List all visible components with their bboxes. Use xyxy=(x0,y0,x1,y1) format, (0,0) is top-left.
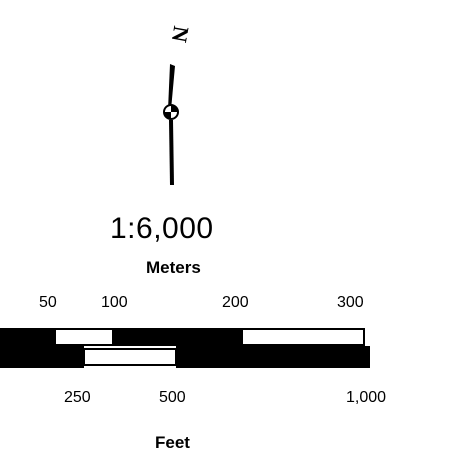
south-needle xyxy=(169,120,174,185)
scale-bar xyxy=(0,328,370,368)
north-arrow-icon: N xyxy=(163,24,194,185)
meters-tick-label: 100 xyxy=(101,294,128,311)
meters-tick-label: 200 xyxy=(222,294,249,311)
compass-rose xyxy=(163,104,179,120)
meters-unit-label: Meters xyxy=(146,258,201,277)
scale-ratio: 1:6,000 xyxy=(110,212,214,245)
feet-scale-bar xyxy=(0,346,370,368)
feet-tick-label: 500 xyxy=(159,389,186,406)
meters-tick-label: 300 xyxy=(337,294,364,311)
north-letter: N xyxy=(167,24,194,44)
feet-unit-label: Feet xyxy=(155,433,190,452)
feet-tick-label: 250 xyxy=(64,389,91,406)
meters-scale-bar xyxy=(0,328,365,346)
feet-tick-label: 1,000 xyxy=(346,389,387,406)
meters-tick-label: 50 xyxy=(39,294,57,311)
north-needle xyxy=(168,64,175,110)
